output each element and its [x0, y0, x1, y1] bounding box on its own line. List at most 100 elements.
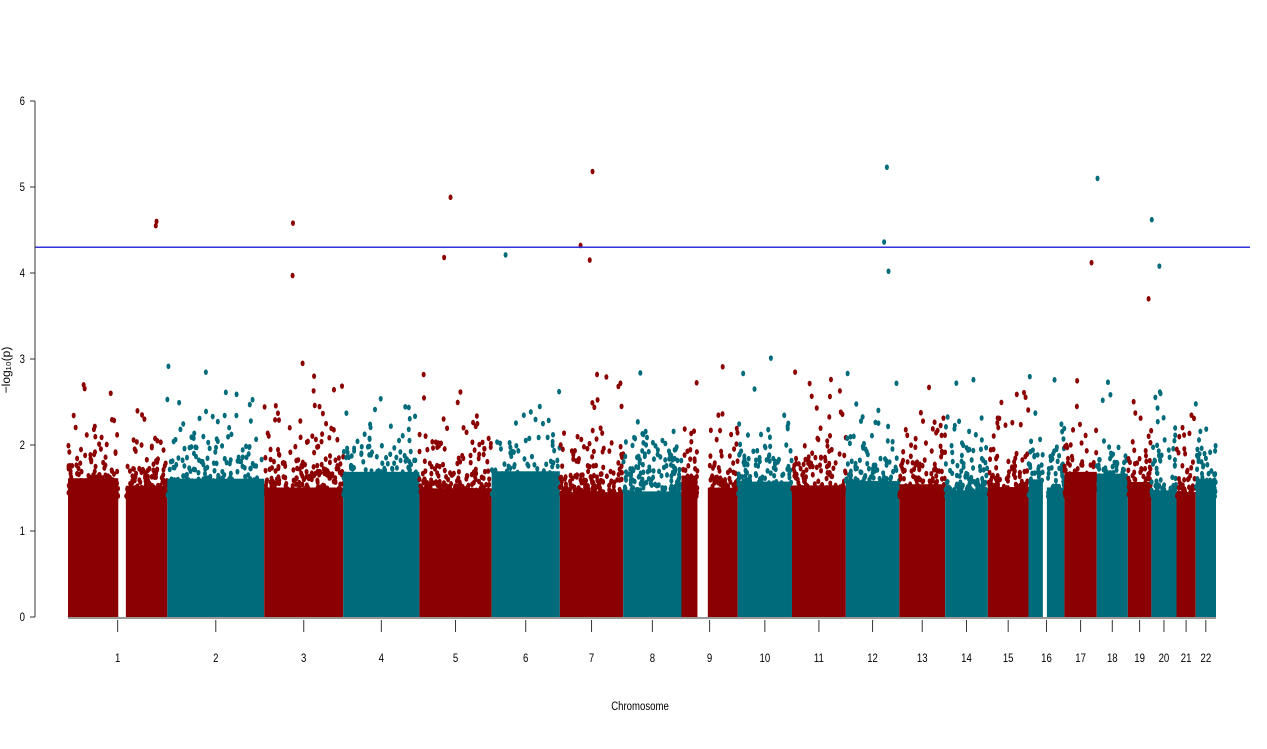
snp-point — [304, 439, 309, 445]
snp-point — [1158, 477, 1163, 483]
snp-point — [302, 486, 307, 492]
snp-point — [465, 493, 470, 500]
snp-point — [498, 485, 503, 492]
snp-point — [367, 443, 372, 450]
snp-point — [165, 396, 170, 403]
snp-point — [448, 470, 453, 476]
snp-point — [429, 470, 434, 477]
snp-point — [481, 451, 486, 458]
snp-point — [486, 487, 491, 493]
snp-point — [300, 481, 305, 488]
snp-point — [973, 479, 978, 485]
snp-point — [101, 459, 106, 466]
snp-point — [1014, 391, 1019, 398]
dense-snp-band — [1046, 487, 1065, 617]
snp-point — [251, 491, 256, 498]
snp-point — [181, 493, 186, 499]
snp-point — [598, 493, 603, 500]
snp-point — [407, 415, 412, 422]
snp-point — [259, 456, 264, 463]
snp-point — [324, 420, 329, 427]
snp-point — [1086, 487, 1091, 494]
snp-point — [1062, 463, 1067, 470]
snp-point — [468, 452, 473, 459]
snp-point — [1046, 470, 1051, 477]
snp-point — [635, 419, 640, 425]
snp-point — [1071, 427, 1076, 433]
snp-point — [719, 453, 724, 459]
snp-point — [551, 493, 556, 499]
snp-point — [733, 470, 738, 477]
snp-point — [1195, 466, 1200, 473]
snp-point — [130, 479, 135, 486]
snp-point — [204, 483, 209, 490]
snp-point — [660, 437, 665, 444]
snp-point — [642, 451, 647, 457]
snp-point — [312, 402, 317, 409]
snp-point — [681, 491, 686, 498]
snp-point — [792, 473, 797, 479]
snp-point — [981, 467, 986, 473]
snp-point — [923, 440, 928, 446]
snp-point — [201, 433, 206, 440]
snp-point — [586, 468, 591, 475]
snp-point — [389, 491, 394, 498]
snp-point — [1182, 477, 1187, 483]
snp-point — [243, 473, 248, 480]
snp-point — [682, 452, 687, 458]
snp-point — [108, 390, 113, 397]
snp-point — [525, 461, 530, 468]
snp-point — [1065, 444, 1070, 451]
snp-point — [899, 462, 904, 469]
snp-point — [485, 458, 490, 465]
snp-point — [135, 485, 140, 492]
snp-point — [1027, 373, 1032, 380]
snp-point — [201, 476, 206, 483]
snp-point — [1162, 486, 1167, 493]
snp-point — [580, 472, 585, 478]
snp-point — [1081, 486, 1086, 493]
snp-point — [248, 418, 253, 424]
snp-point — [1004, 487, 1009, 494]
snp-point — [971, 465, 976, 471]
snp-point — [70, 492, 75, 499]
snp-point — [1126, 475, 1131, 482]
snp-point — [1010, 464, 1015, 470]
snp-point — [728, 491, 733, 498]
snp-point — [1212, 477, 1217, 484]
snp-point — [694, 493, 699, 499]
snp-point — [407, 467, 412, 473]
snp-point — [1018, 421, 1023, 428]
snp-point — [1115, 460, 1120, 467]
snp-point — [581, 444, 586, 450]
snp-point — [957, 418, 962, 425]
snp-point — [134, 439, 139, 445]
snp-point — [514, 483, 519, 490]
snp-point — [781, 471, 786, 478]
snp-point — [403, 478, 408, 485]
snp-point — [1209, 468, 1214, 474]
snp-point — [954, 481, 959, 488]
x-tick-label-chr-13: 13 — [917, 652, 928, 665]
snp-point — [768, 470, 773, 476]
snp-point — [1040, 451, 1045, 458]
x-tick-label-chr-21: 21 — [1181, 652, 1192, 665]
snp-point — [863, 472, 868, 479]
snp-point — [1116, 444, 1121, 451]
snp-point — [875, 467, 880, 473]
snp-point — [293, 443, 298, 450]
snp-point — [618, 443, 623, 450]
snp-point — [555, 463, 560, 470]
snp-point — [263, 467, 268, 474]
snp-point — [124, 493, 129, 499]
snp-point — [333, 457, 338, 463]
snp-point — [1173, 432, 1178, 439]
snp-point — [913, 444, 918, 451]
snp-point — [1196, 437, 1201, 443]
snp-point — [340, 383, 345, 389]
snp-point — [100, 477, 105, 483]
snp-point — [946, 484, 951, 491]
snp-point — [848, 482, 853, 489]
snp-point — [588, 474, 593, 480]
snp-point — [114, 480, 119, 487]
